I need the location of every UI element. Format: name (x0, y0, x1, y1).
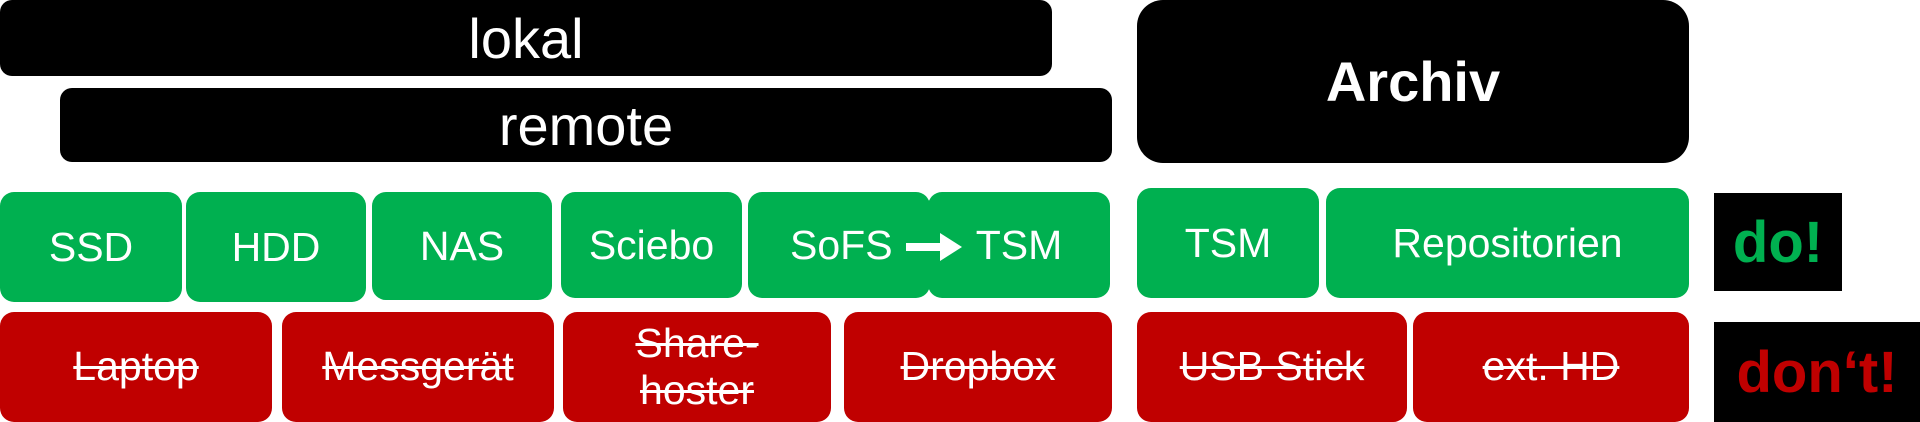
do-item-sofs: SoFS (748, 192, 930, 298)
dont-item-messgeraet: Messgerät (282, 312, 554, 422)
archiv-label: Archiv (1325, 50, 1501, 113)
do-item-nas: NAS (372, 192, 552, 300)
dont-item-dropbox: Dropbox (844, 312, 1112, 422)
dont-item-ext-hd: ext. HD (1413, 312, 1689, 422)
dont-tag: don‘t! (1714, 322, 1920, 422)
archiv-box: Archiv (1137, 0, 1689, 163)
do-item-ssd: SSD (0, 192, 182, 302)
dont-item-sharehoster: Share- hoster (563, 312, 831, 422)
lokal-bar: lokal (0, 0, 1052, 76)
do-item-tsm-archiv: TSM (1137, 188, 1319, 298)
do-item-hdd: HDD (186, 192, 366, 302)
remote-label: remote (498, 93, 674, 157)
dont-item-laptop: Laptop (0, 312, 272, 422)
do-tag: do! (1714, 193, 1842, 291)
do-item-repositorien: Repositorien (1326, 188, 1689, 298)
right-arrow-icon (906, 233, 962, 261)
dont-item-usb-stick: USB Stick (1137, 312, 1407, 422)
do-item-sciebo: Sciebo (561, 192, 742, 298)
remote-bar: remote (60, 88, 1112, 162)
lokal-label: lokal (468, 6, 584, 70)
